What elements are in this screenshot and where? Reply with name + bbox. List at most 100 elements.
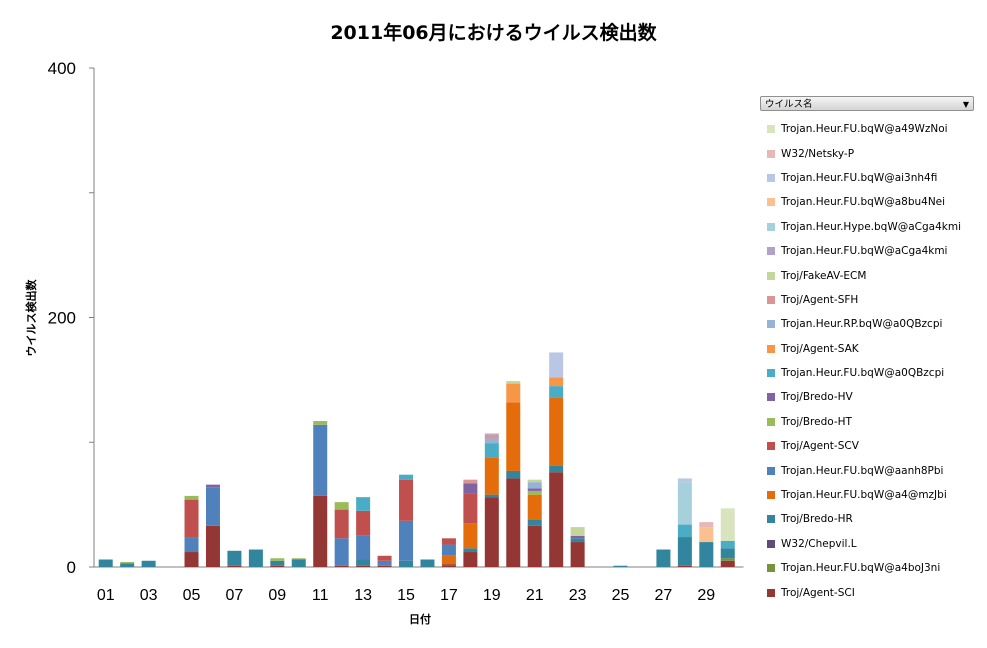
x-tick-label: 01 — [97, 587, 115, 604]
legend-label: Trojan.Heur.FU.bqW@a8bu4Nei — [781, 196, 946, 209]
bar-segment — [720, 548, 735, 559]
bar-segment — [570, 535, 585, 539]
bar-segment — [549, 465, 564, 473]
bar-segment — [549, 352, 564, 378]
legend-swatch — [767, 564, 775, 573]
bar-segment — [527, 488, 542, 491]
bar-segment — [463, 548, 478, 553]
chevron-down-icon[interactable]: ▼ — [962, 100, 969, 109]
bar-segment — [120, 563, 135, 567]
legend-item: Trojan.Heur.Hype.bqW@aCga4kmi — [760, 215, 974, 239]
legend-filter-dropdown[interactable]: ウイルス名 ▼ — [760, 96, 974, 111]
bar-segment — [677, 482, 692, 525]
bar-segment — [527, 525, 542, 567]
bar-segment — [399, 479, 414, 521]
bar-segment — [506, 470, 521, 479]
bar-segment — [356, 497, 371, 511]
bar-segment — [356, 565, 371, 567]
legend-item: Troj/Agent-SCI — [760, 580, 974, 604]
legend-label: Troj/Bredo-HV — [781, 391, 853, 404]
legend-swatch — [767, 295, 775, 304]
bar-segment — [399, 520, 414, 561]
bar-segment — [699, 522, 714, 528]
x-tick-label: 29 — [697, 587, 715, 604]
bar-segment — [484, 494, 499, 498]
bar-segment — [184, 499, 199, 538]
bar-segment — [720, 540, 735, 549]
bar-segment — [570, 542, 585, 567]
bar-segment — [527, 479, 542, 483]
legend-swatch — [767, 393, 775, 402]
y-tick-label: 400 — [48, 59, 76, 78]
bar-segment — [377, 565, 392, 567]
bar-segment — [677, 478, 692, 483]
bar-segment — [720, 560, 735, 567]
bar-segment — [334, 502, 349, 510]
bar-segment — [549, 472, 564, 567]
x-tick-label: 19 — [483, 587, 501, 604]
legend-label: W32/Chepvil.L — [781, 537, 857, 550]
legend-label: Trojan.Heur.FU.bqW@a49WzNoi — [781, 123, 948, 136]
bar-segment — [484, 434, 499, 439]
x-tick-label: 27 — [655, 587, 673, 604]
y-axis-label: ウイルス検出数 — [24, 279, 38, 357]
legend-list: Trojan.Heur.FU.bqW@a49WzNoi W32/Netsky-P T… — [760, 117, 974, 605]
bar-segment — [334, 538, 349, 566]
legend-item: Trojan.Heur.FU.bqW@a4@mzJbi — [760, 483, 974, 507]
bar-segment — [699, 542, 714, 567]
x-tick-label: 25 — [612, 587, 630, 604]
bar-segment — [463, 493, 478, 524]
bar-segment — [549, 397, 564, 466]
legend-filter-label: ウイルス名 — [765, 99, 813, 110]
bar-segment — [549, 377, 564, 387]
bar-segment — [313, 421, 328, 425]
bar-segment — [334, 565, 349, 567]
bar-segment — [356, 510, 371, 536]
bar-segment — [527, 490, 542, 495]
bar-segment — [291, 558, 306, 560]
chart-title: 2011年06月におけるウイルス検出数 — [330, 22, 657, 44]
bar-segment — [441, 544, 456, 556]
bar-segment — [463, 523, 478, 549]
bar-segment — [270, 558, 285, 561]
bar-segment — [205, 484, 220, 488]
legend-item: Trojan.Heur.FU.bqW@aanh8Pbi — [760, 458, 974, 482]
legend-swatch — [767, 320, 775, 329]
legend-item: Troj/Bredo-HR — [760, 507, 974, 531]
bar-segment — [570, 538, 585, 543]
bar-segment — [527, 482, 542, 489]
bar-segment — [98, 559, 113, 567]
bar-segment — [334, 509, 349, 539]
legend-label: Troj/Bredo-HR — [781, 513, 853, 526]
bar-segment — [184, 495, 199, 500]
legend-label: W32/Netsky-P — [781, 147, 855, 160]
bar-segment — [399, 560, 414, 567]
bar-segment — [506, 383, 521, 403]
legend-swatch — [767, 173, 775, 182]
bar-segment — [227, 565, 242, 567]
bar-segment — [720, 508, 735, 541]
legend-swatch — [767, 588, 775, 597]
x-tick-label: 05 — [183, 587, 201, 604]
legend-swatch — [767, 247, 775, 256]
bar-segment — [506, 381, 521, 384]
x-tick-label: 11 — [312, 587, 329, 604]
bar-segment — [484, 497, 499, 567]
legend-label: Trojan.Heur.RP.bqW@a0QBzcpi — [781, 318, 943, 331]
legend-item: W32/Netsky-P — [760, 141, 974, 165]
bar-segment — [570, 527, 585, 536]
bar-segment — [205, 525, 220, 567]
bar-segment — [677, 524, 692, 538]
bar-segment — [677, 565, 692, 567]
legend-swatch — [767, 466, 775, 475]
legend-label: Troj/Agent-SCI — [781, 586, 855, 599]
bar-segment — [420, 559, 435, 567]
bar-segment — [184, 537, 199, 553]
legend-label: Trojan.Heur.FU.bqW@a0QBzcpi — [781, 367, 945, 380]
legend-label: Troj/Bredo-HT — [781, 415, 852, 428]
legend-item: Trojan.Heur.FU.bqW@a8bu4Nei — [760, 190, 974, 214]
bar-segment — [441, 565, 456, 567]
legend-swatch — [767, 369, 775, 378]
legend-label: Trojan.Heur.FU.bqW@ai3nh4fi — [781, 171, 938, 184]
